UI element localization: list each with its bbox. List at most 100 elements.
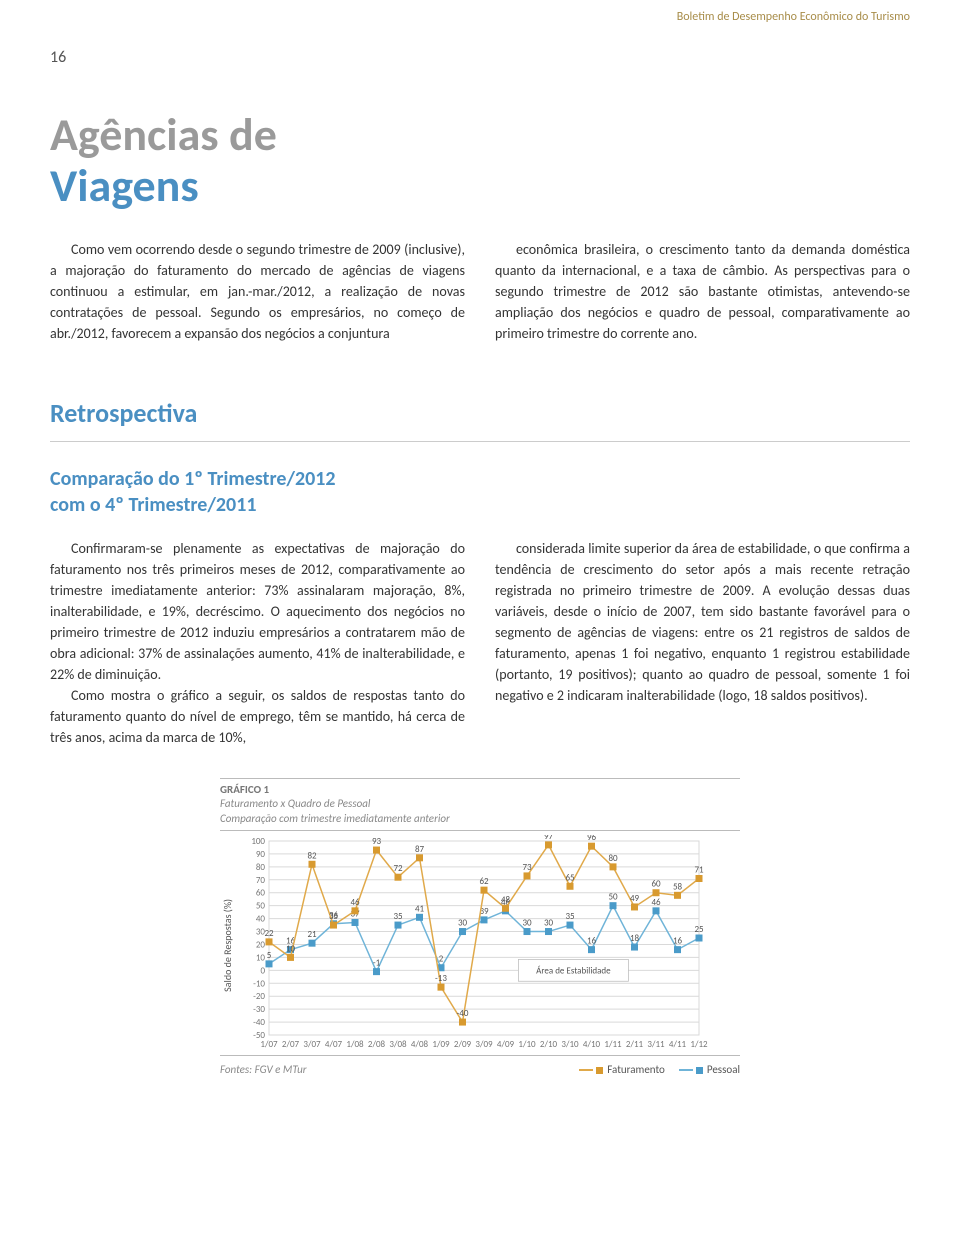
svg-text:60: 60 bbox=[256, 888, 266, 899]
svg-text:2/10: 2/10 bbox=[540, 1039, 558, 1050]
svg-text:4/10: 4/10 bbox=[583, 1039, 601, 1050]
retro-subheading: Comparação do 1º Trimestre/2012 com o 4º… bbox=[50, 466, 910, 518]
svg-text:10: 10 bbox=[286, 943, 296, 954]
svg-text:10: 10 bbox=[256, 952, 266, 963]
main-title: Agências de Viagens bbox=[50, 110, 910, 211]
svg-text:-20: -20 bbox=[253, 991, 265, 1002]
svg-text:2/11: 2/11 bbox=[626, 1039, 644, 1050]
svg-text:97: 97 bbox=[544, 835, 554, 842]
svg-text:4/08: 4/08 bbox=[411, 1039, 429, 1050]
intro-columns: Como vem ocorrendo desde o segundo trime… bbox=[50, 239, 910, 344]
svg-text:Área de Estabilidade: Área de Estabilidade bbox=[536, 965, 611, 976]
svg-text:-13: -13 bbox=[435, 973, 447, 984]
retro-col1-p1: Confirmaram-se plenamente as expectativa… bbox=[50, 538, 465, 685]
svg-text:-1: -1 bbox=[373, 958, 381, 969]
svg-text:100: 100 bbox=[251, 836, 265, 847]
svg-text:35: 35 bbox=[393, 911, 403, 922]
retro-columns: Confirmaram-se plenamente as expectativa… bbox=[50, 538, 910, 748]
intro-col1: Como vem ocorrendo desde o segundo trime… bbox=[50, 239, 465, 344]
svg-text:1/08: 1/08 bbox=[346, 1039, 364, 1050]
svg-text:30: 30 bbox=[522, 918, 532, 929]
svg-text:-10: -10 bbox=[253, 978, 265, 989]
svg-text:3/10: 3/10 bbox=[561, 1039, 579, 1050]
legend-label-1: Faturamento bbox=[607, 1063, 665, 1076]
svg-text:58: 58 bbox=[673, 881, 683, 892]
svg-text:1/10: 1/10 bbox=[518, 1039, 536, 1050]
svg-text:80: 80 bbox=[608, 853, 618, 864]
chart-source: Fontes: FGV e MTur bbox=[220, 1062, 307, 1079]
legend-label-2: Pessoal bbox=[707, 1063, 740, 1076]
svg-text:20: 20 bbox=[256, 940, 266, 951]
svg-text:30: 30 bbox=[458, 918, 468, 929]
svg-text:4/07: 4/07 bbox=[325, 1039, 343, 1050]
svg-text:93: 93 bbox=[372, 836, 382, 847]
svg-text:-40: -40 bbox=[457, 1008, 469, 1019]
svg-text:18: 18 bbox=[630, 933, 640, 944]
svg-text:1/07: 1/07 bbox=[260, 1039, 278, 1050]
svg-text:50: 50 bbox=[608, 892, 618, 903]
retro-sub1: Comparação do 1º Trimestre/2012 bbox=[50, 467, 336, 491]
svg-text:3/11: 3/11 bbox=[647, 1039, 665, 1050]
title-line1: Agências de bbox=[50, 107, 277, 163]
chart-subtitle1: Faturamento x Quadro de Pessoal bbox=[220, 797, 370, 810]
svg-text:49: 49 bbox=[630, 893, 640, 904]
svg-text:50: 50 bbox=[256, 901, 266, 912]
retro-sub2: com o 4º Trimestre/2011 bbox=[50, 493, 256, 517]
svg-text:16: 16 bbox=[587, 936, 597, 947]
bulletin-header: Boletim de Desempenho Econômico do Turis… bbox=[0, 0, 960, 26]
svg-text:82: 82 bbox=[307, 850, 317, 861]
retro-col2-p1: considerada limite superior da área de e… bbox=[495, 538, 910, 706]
svg-text:3/08: 3/08 bbox=[389, 1039, 407, 1050]
svg-text:22: 22 bbox=[264, 928, 274, 939]
svg-text:35: 35 bbox=[565, 911, 575, 922]
svg-text:46: 46 bbox=[651, 897, 661, 908]
svg-text:0: 0 bbox=[260, 965, 265, 976]
svg-text:2: 2 bbox=[439, 954, 444, 965]
svg-text:71: 71 bbox=[694, 865, 704, 876]
svg-text:1/12: 1/12 bbox=[690, 1039, 708, 1050]
svg-text:1/11: 1/11 bbox=[604, 1039, 622, 1050]
svg-text:46: 46 bbox=[350, 897, 360, 908]
svg-text:5: 5 bbox=[267, 950, 272, 961]
legend-pessoal: Pessoal bbox=[679, 1062, 740, 1079]
svg-text:41: 41 bbox=[415, 903, 425, 914]
retro-heading: Retrospectiva bbox=[50, 394, 910, 433]
line-chart: -50-40-30-20-100102030405060708090100Áre… bbox=[239, 835, 709, 1055]
intro-col2: econômica brasileira, o crescimento tant… bbox=[495, 239, 910, 344]
svg-text:40: 40 bbox=[256, 914, 266, 925]
svg-text:87: 87 bbox=[415, 844, 425, 855]
svg-text:4/09: 4/09 bbox=[497, 1039, 515, 1050]
svg-text:4/11: 4/11 bbox=[669, 1039, 687, 1050]
svg-text:30: 30 bbox=[544, 918, 554, 929]
svg-text:35: 35 bbox=[329, 911, 339, 922]
svg-text:90: 90 bbox=[256, 849, 266, 860]
legend-faturamento: Faturamento bbox=[579, 1062, 665, 1079]
svg-text:62: 62 bbox=[479, 876, 489, 887]
svg-text:2/09: 2/09 bbox=[454, 1039, 472, 1050]
svg-text:72: 72 bbox=[393, 863, 403, 874]
retro-col1-p2: Como mostra o gráfico a seguir, os saldo… bbox=[50, 685, 465, 748]
divider bbox=[50, 441, 910, 442]
svg-text:3/09: 3/09 bbox=[475, 1039, 493, 1050]
svg-text:2/08: 2/08 bbox=[368, 1039, 386, 1050]
svg-text:96: 96 bbox=[587, 835, 597, 843]
svg-text:73: 73 bbox=[522, 862, 532, 873]
chart-title: GRÁFICO 1 bbox=[220, 783, 269, 796]
svg-text:21: 21 bbox=[307, 929, 317, 940]
chart-y-axis-label: Saldo de Respostas (%) bbox=[220, 899, 235, 992]
svg-text:80: 80 bbox=[256, 862, 266, 873]
chart-block: GRÁFICO 1 Faturamento x Quadro de Pessoa… bbox=[220, 778, 740, 1078]
svg-text:25: 25 bbox=[694, 924, 704, 935]
svg-text:60: 60 bbox=[651, 879, 661, 890]
page-number: 16 bbox=[0, 26, 960, 70]
svg-text:1/09: 1/09 bbox=[432, 1039, 450, 1050]
chart-legend: Faturamento Pessoal bbox=[579, 1062, 740, 1079]
svg-text:16: 16 bbox=[673, 936, 683, 947]
svg-text:70: 70 bbox=[256, 875, 266, 886]
svg-text:3/07: 3/07 bbox=[303, 1039, 321, 1050]
svg-text:65: 65 bbox=[565, 872, 575, 883]
page-content: Agências de Viagens Como vem ocorrendo d… bbox=[0, 70, 960, 1119]
title-line2: Viagens bbox=[50, 158, 199, 214]
svg-text:-40: -40 bbox=[253, 1017, 265, 1028]
chart-subtitle2: Comparação com trimestre imediatamente a… bbox=[220, 812, 450, 825]
